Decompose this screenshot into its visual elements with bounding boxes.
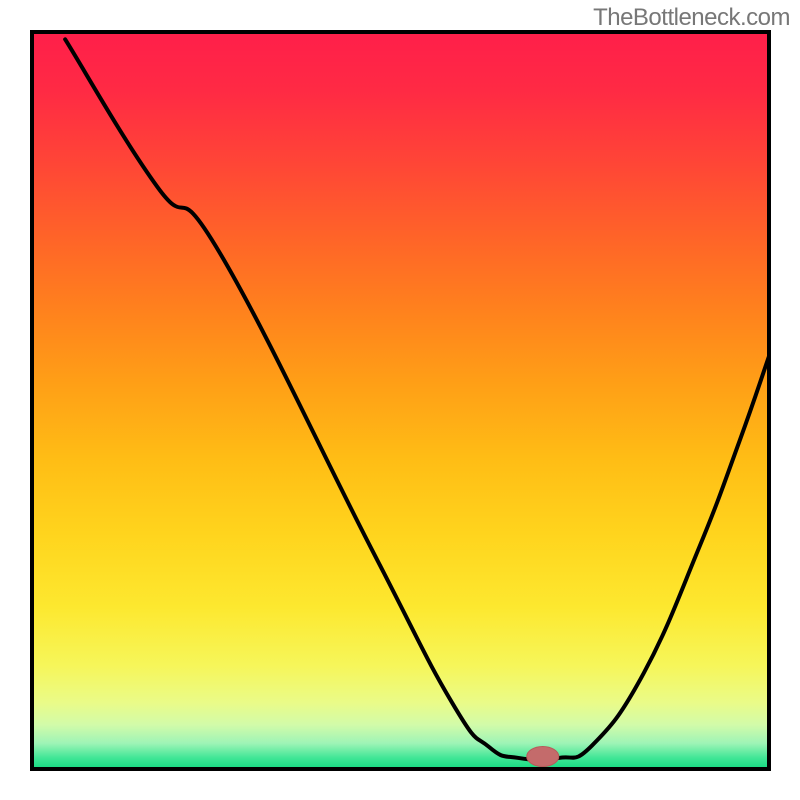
optimal-marker [527, 746, 559, 766]
plot-background [32, 32, 769, 769]
chart-frame: TheBottleneck.com [0, 0, 800, 800]
bottleneck-chart [0, 0, 800, 800]
